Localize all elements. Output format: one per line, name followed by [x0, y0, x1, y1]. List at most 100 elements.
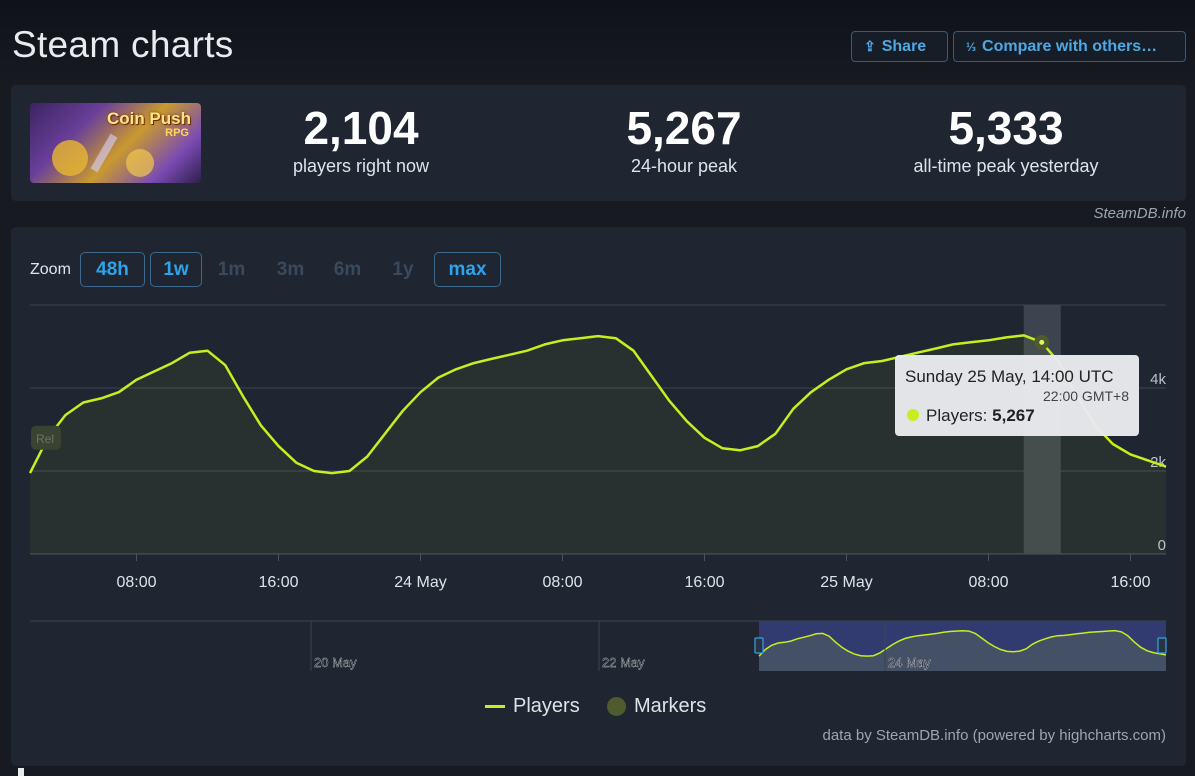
data-point: [294, 461, 298, 465]
zoom-3m-button: 3m: [276, 258, 305, 280]
highcharts-credit[interactable]: data by SteamDB.info (powered by highcha…: [822, 727, 1167, 744]
fraction-icon: ⅓: [966, 39, 977, 54]
data-point: [845, 367, 849, 371]
data-point: [206, 349, 210, 353]
data-point: [99, 396, 103, 400]
x-tick-label: 16:00: [258, 574, 298, 591]
data-point: [81, 401, 85, 405]
navigator-date-label: 20 May: [314, 655, 357, 670]
data-point: [507, 353, 511, 357]
data-point: [188, 351, 192, 355]
data-point: [933, 347, 937, 351]
navigator-line: [758, 629, 1167, 657]
data-point: [703, 436, 707, 440]
legend-markers[interactable]: Markers: [607, 695, 706, 718]
data-point: [561, 338, 565, 342]
legend-line-icon: [485, 705, 505, 708]
y-tick-label: 4k: [1150, 371, 1166, 388]
data-point: [969, 340, 973, 344]
zoom-max-button[interactable]: max: [434, 252, 501, 287]
data-point: [1022, 333, 1026, 337]
data-point: [401, 409, 405, 413]
data-point: [135, 378, 139, 382]
stat-alltime-peak: 5,333 all-time peak yesterday: [891, 102, 1121, 177]
y-tick-label: 0: [1158, 537, 1166, 554]
tooltip-series-dot: [907, 409, 919, 421]
legend-markers-label: Markers: [634, 695, 707, 717]
data-point: [241, 394, 245, 398]
data-point: [578, 336, 582, 340]
data-point: [791, 407, 795, 411]
share-button[interactable]: ⇪ Share: [851, 31, 948, 62]
zoom-1m-button: 1m: [217, 258, 246, 280]
zoom-48h-button[interactable]: 48h: [80, 252, 145, 287]
navigator-date-label: 24 May: [888, 655, 931, 670]
page-title: Steam charts: [12, 24, 234, 65]
zoom-6m-button: 6m: [333, 258, 362, 280]
data-point: [809, 390, 813, 394]
data-point: [756, 444, 760, 448]
data-point: [649, 374, 653, 378]
data-point: [223, 363, 227, 367]
zoom-label: Zoom: [30, 261, 71, 278]
data-point: [472, 361, 476, 365]
navigator-area: [759, 630, 1166, 671]
data-point: [774, 432, 778, 436]
data-point: [951, 342, 955, 346]
data-point: [170, 361, 174, 365]
data-point: [632, 349, 636, 353]
game-thumbnail[interactable]: Coin Push RPG: [30, 103, 201, 183]
release-marker: [31, 425, 61, 450]
x-tick-label: 25 May: [820, 574, 872, 591]
x-tick-label: 08:00: [968, 574, 1008, 591]
game-logo-text: Coin Push: [106, 109, 191, 128]
game-logo-sub: RPG: [165, 127, 189, 139]
zoom-1w-button[interactable]: 1w: [150, 252, 202, 287]
data-point: [1129, 452, 1133, 456]
data-point: [1004, 335, 1008, 339]
navigator-right-handle[interactable]: [1157, 637, 1167, 654]
data-point: [365, 454, 369, 458]
data-point: [667, 398, 671, 402]
data-point: [738, 448, 742, 452]
data-point: [277, 444, 281, 448]
x-tick-label: 16:00: [1110, 574, 1150, 591]
data-point: [436, 376, 440, 380]
stat-alltime-label: all-time peak yesterday: [913, 156, 1099, 176]
navigator-selection: [759, 621, 1166, 671]
thumbnail-art: [52, 133, 154, 177]
share-label: Share: [881, 37, 927, 55]
stat-current-value: 2,104: [303, 102, 419, 154]
legend-dot-icon: [607, 697, 626, 716]
release-marker-label: Rel: [36, 432, 54, 446]
data-point: [596, 334, 600, 338]
data-point: [454, 367, 458, 371]
legend-players-label: Players: [513, 695, 580, 717]
stat-alltime-value: 5,333: [948, 102, 1064, 154]
stat-24h-value: 5,267: [626, 102, 742, 154]
stat-24h-peak: 5,267 24-hour peak: [584, 102, 784, 177]
stat-current-label: players right now: [292, 156, 430, 176]
data-point: [614, 336, 618, 340]
navigator-left-handle[interactable]: [754, 637, 764, 654]
tooltip-local-time: 22:00 GMT+8: [1043, 388, 1129, 404]
data-point: [987, 338, 991, 342]
tooltip-box: [895, 355, 1139, 436]
data-point: [152, 369, 156, 373]
data-point: [1146, 459, 1150, 463]
data-point: [916, 351, 920, 355]
stat-current: 2,104 players right now: [261, 102, 461, 177]
data-point: [28, 471, 32, 475]
steamdb-credit[interactable]: SteamDB.info: [1093, 205, 1186, 222]
data-point: [312, 469, 316, 473]
compare-label: Compare with others…: [982, 37, 1158, 55]
legend-players[interactable]: Players: [485, 695, 580, 718]
zoom-1y-button: 1y: [392, 258, 414, 280]
data-point: [685, 419, 689, 423]
x-tick-label: 24 May: [394, 574, 446, 591]
compare-button[interactable]: ⅓ Compare with others…: [953, 31, 1186, 62]
data-point: [827, 378, 831, 382]
data-point: [543, 342, 547, 346]
data-point: [880, 359, 884, 363]
